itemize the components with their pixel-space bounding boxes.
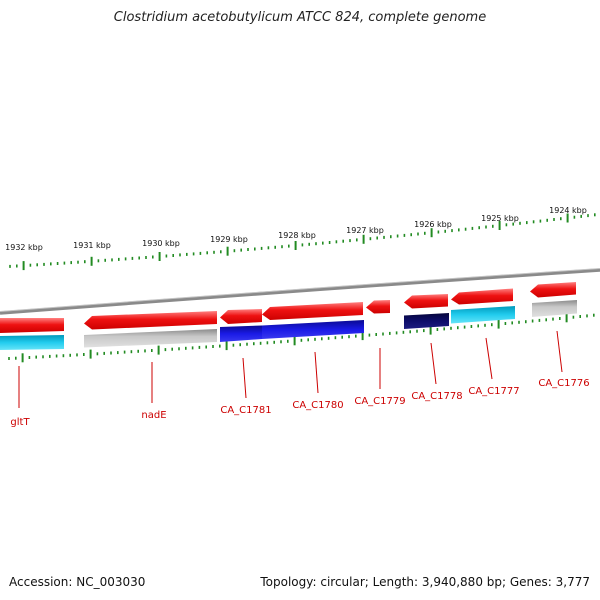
gene-label: CA_C1778 bbox=[411, 391, 462, 402]
feature-bar-CA_C1777[interactable] bbox=[451, 306, 515, 324]
gene-arrow-CA_C1780[interactable] bbox=[262, 302, 363, 320]
ruler-label: 1929 kbp bbox=[210, 235, 248, 244]
gene-arrow-CA_C1778[interactable] bbox=[404, 294, 448, 309]
feature-bar-CA_C1781[interactable] bbox=[220, 325, 262, 343]
genome-backbone bbox=[0, 268, 600, 315]
leader-CA_C1776 bbox=[556, 330, 563, 373]
gene-label: CA_C1779 bbox=[354, 396, 405, 407]
map-title: Clostridium acetobutylicum ATCC 824, com… bbox=[113, 10, 487, 25]
feature-bar-gltT[interactable] bbox=[0, 335, 64, 350]
ruler-labels: 1932 kbp 1931 kbp 1930 kbp 1929 kbp 1928… bbox=[5, 206, 587, 252]
leader-CA_C1777 bbox=[485, 337, 493, 380]
ruler-label: 1931 kbp bbox=[73, 241, 111, 250]
gene-track bbox=[0, 282, 576, 333]
ruler-label: 1930 kbp bbox=[142, 239, 180, 248]
ruler-label: 1924 kbp bbox=[549, 206, 587, 215]
gene-label: CA_C1777 bbox=[468, 386, 519, 397]
ruler-inner-ticks bbox=[8, 313, 595, 363]
ruler-label: 1932 kbp bbox=[5, 243, 43, 252]
label-leaders bbox=[18, 330, 563, 408]
genome-backbone-highlight bbox=[0, 268, 600, 312]
ruler-label: 1928 kbp bbox=[278, 231, 316, 240]
gene-arrow-CA_C1781[interactable] bbox=[220, 309, 262, 324]
gene-arrow-CA_C1776[interactable] bbox=[530, 282, 576, 298]
gene-label: CA_C1776 bbox=[538, 378, 589, 389]
gene-arrow-CA_C1777[interactable] bbox=[451, 288, 513, 305]
leader-CA_C1781 bbox=[242, 357, 247, 399]
gene-label: nadE bbox=[141, 410, 166, 421]
gene-label: gltT bbox=[10, 417, 30, 428]
ruler-label: 1926 kbp bbox=[414, 220, 452, 229]
gene-arrow-CA_C1779[interactable] bbox=[366, 300, 390, 314]
genome-stats-text: Topology: circular; Length: 3,940,880 bp… bbox=[260, 575, 590, 589]
gene-arrow-nadE[interactable] bbox=[84, 311, 217, 330]
feature-bar-CA_C1776[interactable] bbox=[532, 300, 577, 317]
feature-track bbox=[0, 300, 577, 350]
gene-labels: gltT nadE CA_C1781 CA_C1780 CA_C1779 CA_… bbox=[10, 378, 589, 428]
leader-CA_C1780 bbox=[314, 351, 319, 394]
gene-label: CA_C1781 bbox=[220, 405, 271, 416]
ruler-label: 1925 kbp bbox=[481, 214, 519, 223]
leader-CA_C1778 bbox=[430, 342, 437, 385]
ruler-outer-ticks bbox=[9, 213, 596, 271]
gene-arrow-gltT[interactable] bbox=[0, 318, 64, 333]
gene-label: CA_C1780 bbox=[292, 400, 343, 411]
feature-bar-CA_C1778[interactable] bbox=[404, 313, 449, 329]
ruler-label: 1927 kbp bbox=[346, 226, 384, 235]
feature-bar-nadE[interactable] bbox=[84, 329, 217, 348]
feature-bar-CA_C1780[interactable] bbox=[262, 320, 364, 339]
accession-text: Accession: NC_003030 bbox=[9, 575, 146, 589]
